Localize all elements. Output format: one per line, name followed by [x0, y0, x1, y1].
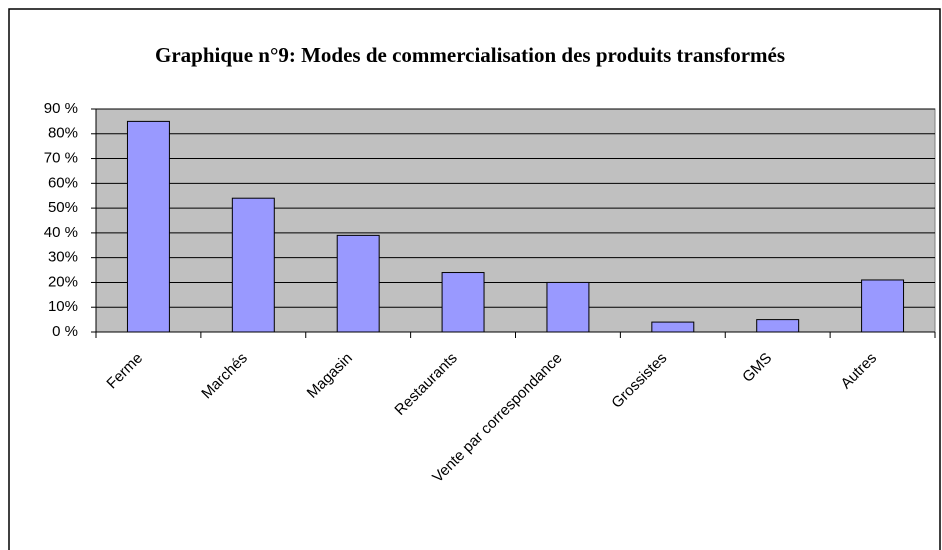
y-tick-label: 40 % — [44, 224, 78, 241]
y-tick-label: 90 % — [44, 100, 78, 117]
bar — [441, 272, 485, 333]
y-tick-label: 0 % — [52, 323, 78, 340]
plot-area — [95, 108, 936, 333]
bar — [546, 281, 590, 333]
bar — [861, 279, 905, 333]
y-tick-label: 50% — [48, 199, 78, 216]
chart-title: Graphique n°9: Modes de commercialisatio… — [155, 43, 785, 67]
y-tick-label: 80% — [48, 125, 78, 142]
y-tick-label: 10% — [48, 298, 78, 315]
bar — [126, 120, 170, 333]
bar — [651, 321, 695, 333]
y-tick-label: 30% — [48, 249, 78, 266]
y-tick-label: 60% — [48, 174, 78, 191]
y-tick-label: 70 % — [44, 150, 78, 167]
bar — [336, 234, 380, 333]
bar — [231, 197, 275, 333]
y-tick-label: 20% — [48, 273, 78, 290]
bar — [756, 319, 800, 333]
